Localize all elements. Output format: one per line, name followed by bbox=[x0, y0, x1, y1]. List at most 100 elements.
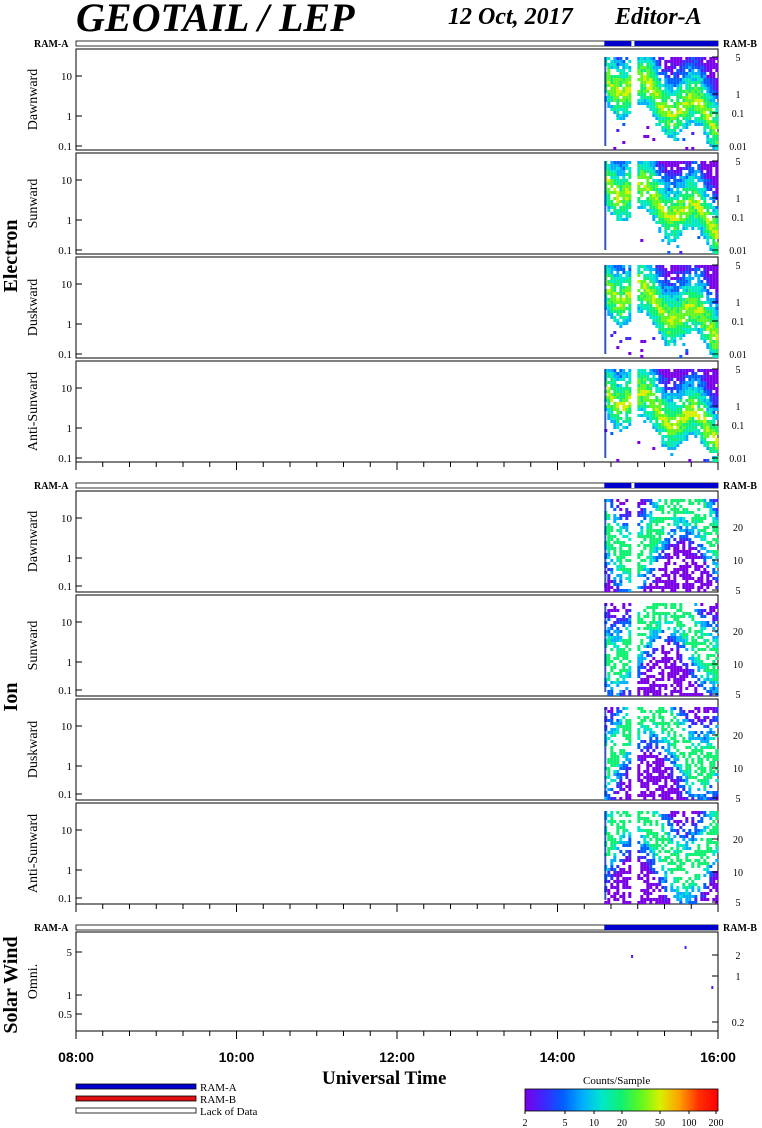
spectrum-cell bbox=[613, 580, 617, 583]
spectrum-cell bbox=[664, 767, 668, 770]
spectrum-cell bbox=[673, 690, 677, 693]
spectrum-cell bbox=[694, 621, 698, 624]
spectrum-cell bbox=[709, 502, 713, 505]
spectrum-cell bbox=[616, 505, 620, 508]
spectrum-cell bbox=[688, 657, 692, 660]
spectrum-cell bbox=[670, 182, 674, 185]
spectrum-cell bbox=[637, 553, 641, 556]
spectrum-cell bbox=[655, 725, 659, 728]
spectrum-cell bbox=[616, 63, 620, 66]
spectrum-cell bbox=[613, 728, 617, 731]
spectrum-cell bbox=[661, 684, 665, 687]
spectrum-cell bbox=[676, 167, 680, 170]
spectrum-cell bbox=[652, 203, 656, 206]
spectrum-cell bbox=[715, 372, 719, 375]
spectrum-cell bbox=[652, 797, 656, 800]
spectrum-cell bbox=[682, 63, 686, 66]
spectrum-cell bbox=[703, 405, 707, 408]
spectrum-cell bbox=[685, 114, 689, 117]
spectrum-cell bbox=[652, 618, 656, 621]
spectrum-cell bbox=[697, 191, 701, 194]
spectrum-cell bbox=[697, 716, 701, 719]
spectrum-cell bbox=[673, 529, 677, 532]
spectrum-cell bbox=[628, 93, 632, 96]
spectrum-cell bbox=[658, 93, 662, 96]
spectrum-cell bbox=[610, 334, 614, 337]
spectrum-cell bbox=[694, 687, 698, 690]
spectrum-cell bbox=[646, 663, 650, 666]
spectrum-cell bbox=[649, 310, 653, 313]
spectrum-cell bbox=[676, 648, 680, 651]
spectrum-cell bbox=[637, 414, 641, 417]
left-tick-label: 0.1 bbox=[58, 245, 72, 257]
spectrum-cell bbox=[679, 66, 683, 69]
spectrum-cell bbox=[706, 343, 710, 346]
spectrum-cell bbox=[625, 856, 629, 859]
spectrum-cell bbox=[712, 716, 716, 719]
spectrum-cell bbox=[646, 313, 650, 316]
spectrum-cell bbox=[655, 523, 659, 526]
spectrum-cell bbox=[691, 212, 695, 215]
spectrum-cell bbox=[679, 574, 683, 577]
spectrum-cell bbox=[688, 612, 692, 615]
spectrum-cell bbox=[619, 752, 623, 755]
spectrum-cell bbox=[610, 316, 614, 319]
spectrum-cell bbox=[607, 556, 611, 559]
spectrum-cell bbox=[688, 66, 692, 69]
spectrum-cell bbox=[655, 310, 659, 313]
spectrum-cell bbox=[637, 167, 641, 170]
spectrum-cell bbox=[667, 776, 671, 779]
spectrum-cell bbox=[646, 75, 650, 78]
spectrum-cell bbox=[607, 179, 611, 182]
spectrum-cell bbox=[619, 63, 623, 66]
spectrum-cell bbox=[682, 387, 686, 390]
spectrum-cell bbox=[700, 203, 704, 206]
spectrum-cell bbox=[712, 60, 716, 63]
spectrum-cell bbox=[691, 405, 695, 408]
spectrum-cell bbox=[607, 69, 611, 72]
spectrum-cell bbox=[697, 283, 701, 286]
spectrum-cell bbox=[619, 782, 623, 785]
spectrum-cell bbox=[655, 117, 659, 120]
spectrum-cell bbox=[709, 304, 713, 307]
spectrum-cell bbox=[622, 841, 626, 844]
spectrum-cell bbox=[616, 681, 620, 684]
spectrum-cell bbox=[676, 57, 680, 60]
spectrum-cell bbox=[649, 669, 653, 672]
spectrum-cell bbox=[670, 663, 674, 666]
spectrum-cell bbox=[607, 639, 611, 642]
spectrum-cell bbox=[610, 707, 614, 710]
spectrum-cell bbox=[664, 580, 668, 583]
spectrum-cell bbox=[676, 328, 680, 331]
spectrum-cell bbox=[673, 114, 677, 117]
spectrum-cell bbox=[616, 200, 620, 203]
spectrum-cell bbox=[661, 770, 665, 773]
spectrum-cell bbox=[706, 779, 710, 782]
spectrum-cell bbox=[649, 206, 653, 209]
spectrum-cell bbox=[685, 553, 689, 556]
spectrum-cell bbox=[619, 396, 623, 399]
spectrum-cell bbox=[676, 776, 680, 779]
spectrum-cell bbox=[610, 797, 614, 800]
spectrum-cell bbox=[703, 788, 707, 791]
spectrum-cell bbox=[613, 755, 617, 758]
spectrum-cell bbox=[625, 523, 629, 526]
spectrum-cell bbox=[694, 182, 698, 185]
spectrum-cell bbox=[628, 319, 632, 322]
spectrum-cell bbox=[637, 197, 641, 200]
spectrum-cell bbox=[610, 298, 614, 301]
spectrum-cell bbox=[610, 877, 614, 880]
spectrum-cell bbox=[622, 93, 626, 96]
spectrum-cell bbox=[652, 550, 656, 553]
spectrum-cell bbox=[661, 129, 665, 132]
spectrum-cell bbox=[691, 310, 695, 313]
spectrum-cell bbox=[622, 194, 626, 197]
spectrum-cell bbox=[691, 191, 695, 194]
spectrum-cell bbox=[649, 737, 653, 740]
spectrum-cell bbox=[628, 580, 632, 583]
spectrum-cell bbox=[697, 384, 701, 387]
spectrum-cell bbox=[607, 417, 611, 420]
spectrum-cell bbox=[637, 660, 641, 663]
spectrum-cell bbox=[712, 179, 716, 182]
spectrum-cell bbox=[658, 84, 662, 87]
